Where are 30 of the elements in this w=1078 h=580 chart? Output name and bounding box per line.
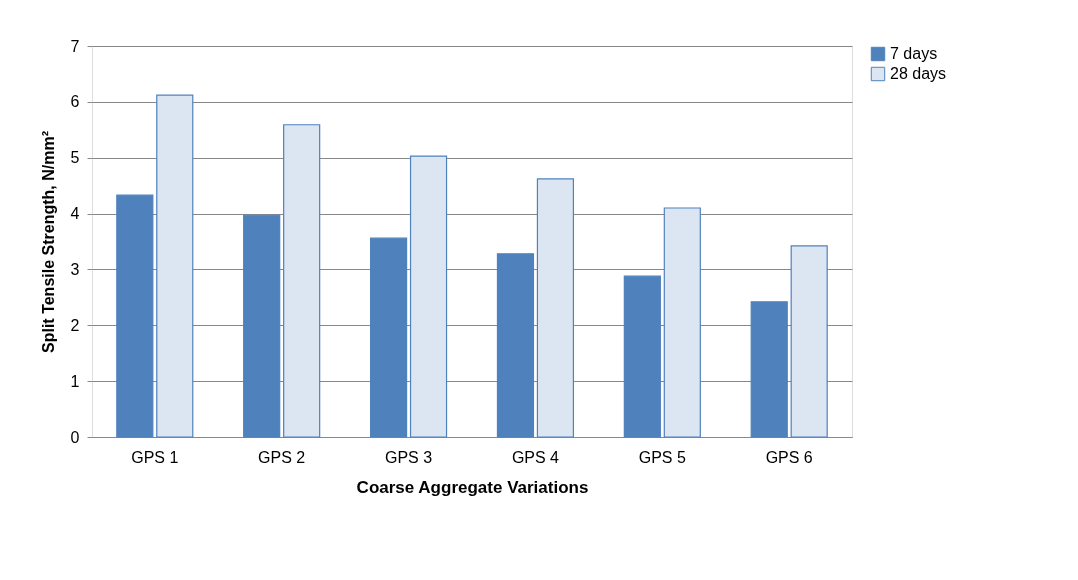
bar — [243, 214, 281, 438]
bar — [283, 124, 321, 438]
bar — [496, 253, 535, 438]
y-tick-label: 6 — [70, 93, 80, 111]
bar — [369, 237, 408, 438]
bar — [409, 155, 448, 438]
legend-label: 28 days — [890, 65, 947, 82]
bar — [116, 194, 154, 438]
y-tick-label: 4 — [70, 205, 80, 223]
bar — [536, 178, 575, 438]
bar — [663, 207, 701, 438]
bar — [156, 94, 194, 438]
y-tick-label: 3 — [70, 260, 80, 278]
bar — [750, 301, 788, 438]
bar — [623, 275, 661, 438]
x-tick-label: GPS 5 — [638, 448, 686, 466]
x-tick-label: GPS 3 — [384, 448, 433, 466]
y-axis-title: Split Tensile Strength, N/mm² — [39, 131, 57, 353]
x-axis-title: Coarse Aggregate Variations — [356, 477, 589, 497]
x-tick-label: GPS 2 — [258, 448, 306, 466]
y-tick-label: 2 — [70, 316, 80, 334]
x-tick-label: GPS 1 — [131, 448, 179, 466]
y-tick-label: 7 — [70, 37, 80, 55]
y-tick-label: 5 — [70, 149, 80, 167]
y-tick-label: 0 — [70, 428, 80, 446]
x-tick-label: GPS 4 — [511, 448, 560, 466]
legend-label: 7 days — [890, 45, 938, 62]
x-tick-label: GPS 6 — [765, 448, 813, 466]
bar — [790, 245, 828, 438]
y-tick-label: 1 — [70, 372, 80, 390]
